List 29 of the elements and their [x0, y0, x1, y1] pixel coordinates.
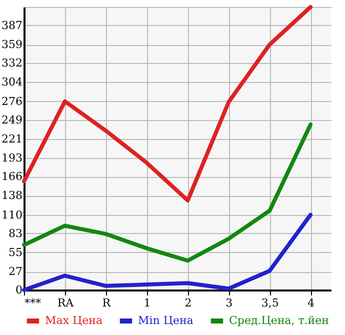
- x-tick-label: 4: [308, 296, 315, 310]
- x-tick-label: 1: [144, 296, 151, 310]
- y-tick-label: 55: [8, 246, 22, 259]
- x-tick-label: 2: [184, 296, 192, 310]
- x-tick-label: R: [102, 296, 112, 310]
- y-tick-label: 332: [2, 56, 22, 70]
- y-tick-label: 110: [2, 208, 22, 222]
- y-tick-label: 276: [2, 94, 22, 108]
- x-tick-label: ***: [24, 296, 42, 310]
- x-tick-label: 3,5: [261, 296, 279, 310]
- x-tick-label: 3: [226, 296, 233, 310]
- y-tick-label: 359: [2, 38, 22, 52]
- legend-label: Max Цена: [45, 314, 103, 327]
- y-tick-label: 193: [2, 152, 22, 165]
- legend-label: Min Цена: [138, 314, 194, 327]
- y-tick-label: 83: [8, 226, 22, 240]
- line-series: [22, 5, 313, 202]
- y-tick-label: 304: [2, 76, 22, 89]
- y-tick-label: 387: [2, 18, 22, 32]
- legend-label: Сред.Цена, т.йен: [229, 314, 329, 327]
- line-series: [22, 122, 313, 263]
- y-tick-label: 249: [2, 113, 22, 126]
- y-tick-label: 138: [2, 189, 22, 202]
- x-tick-label: RA: [57, 296, 75, 310]
- y-tick-label: 221: [2, 132, 22, 146]
- y-tick-label: 27: [8, 265, 22, 278]
- line-series: [22, 212, 313, 292]
- y-tick-label: 0: [16, 284, 22, 296]
- y-tick-label: 166: [2, 170, 22, 184]
